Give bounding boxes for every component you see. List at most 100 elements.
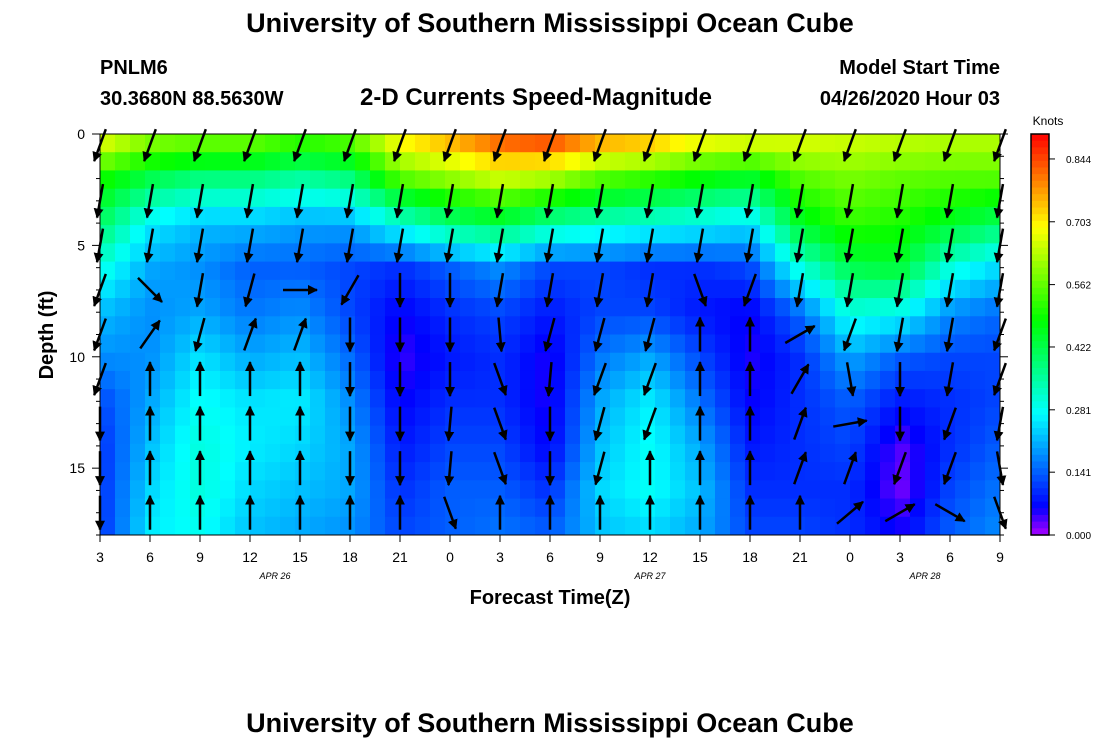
heatmap-cell bbox=[430, 298, 446, 317]
current-vector bbox=[793, 183, 805, 219]
current-vector bbox=[943, 183, 955, 219]
heatmap-cell bbox=[550, 188, 566, 208]
heatmap-cell bbox=[700, 188, 716, 208]
heatmap-cell bbox=[685, 261, 701, 281]
heatmap-cell bbox=[415, 298, 431, 317]
heatmap-cell bbox=[100, 279, 116, 299]
heatmap-cell bbox=[715, 243, 731, 263]
colorbar-segment bbox=[1031, 134, 1049, 142]
heatmap-cell bbox=[280, 206, 296, 226]
heatmap-cell bbox=[910, 462, 926, 481]
heatmap-cell bbox=[760, 279, 776, 299]
heatmap-cell bbox=[880, 370, 896, 390]
chart-subtitle: 2-D Currents Speed-Magnitude bbox=[360, 84, 713, 111]
current-vector bbox=[643, 317, 656, 352]
heatmap-cell bbox=[880, 261, 896, 281]
heatmap-cell bbox=[850, 462, 866, 481]
heatmap-cell bbox=[865, 334, 881, 354]
heatmap-cell bbox=[970, 352, 986, 372]
heatmap-cell bbox=[955, 443, 971, 463]
current-vector bbox=[943, 317, 955, 353]
heatmap-cell bbox=[610, 407, 626, 427]
y-tick-label: 0 bbox=[77, 126, 85, 142]
heatmap-cell bbox=[625, 407, 641, 427]
heatmap-cell bbox=[910, 334, 926, 354]
heatmap-cell bbox=[100, 498, 116, 518]
heatmap-cell bbox=[745, 352, 761, 372]
heatmap-cell bbox=[925, 206, 941, 226]
heatmap-cell bbox=[145, 516, 161, 535]
heatmap-cell bbox=[340, 352, 356, 372]
heatmap-cell bbox=[175, 316, 191, 336]
heatmap-cell bbox=[295, 516, 311, 535]
heatmap-cell bbox=[550, 462, 566, 481]
heatmap-cell bbox=[910, 425, 926, 445]
current-vector bbox=[544, 362, 555, 397]
axes: 0 5 10 15 3 6 9 12 15 18 21 0 3 6 9 12 15 18 21 0 3 6 9 APR 26 A… bbox=[69, 126, 1008, 581]
colorbar-segment bbox=[1031, 408, 1049, 416]
heatmap-cell bbox=[415, 243, 431, 263]
heatmap-cell bbox=[415, 370, 431, 390]
colorbar-segment bbox=[1031, 294, 1049, 302]
heatmap-cell bbox=[805, 389, 821, 409]
heatmap-cell bbox=[580, 516, 596, 535]
heatmap-cell bbox=[535, 516, 551, 535]
heatmap-cell bbox=[430, 316, 446, 336]
heatmap-cell bbox=[775, 480, 791, 500]
heatmap-cell bbox=[610, 170, 626, 190]
colorbar-segment bbox=[1031, 321, 1049, 329]
heatmap-cell bbox=[535, 170, 551, 190]
heatmap-cell bbox=[355, 516, 371, 535]
heatmap-cell bbox=[115, 261, 131, 281]
current-vector bbox=[143, 183, 155, 219]
heatmap-cell bbox=[145, 407, 161, 427]
heatmap-cell bbox=[610, 516, 626, 535]
heatmap-cell bbox=[835, 389, 851, 409]
heatmap-cell bbox=[175, 206, 191, 226]
heatmap-cell bbox=[985, 152, 1000, 172]
heatmap-cell bbox=[775, 261, 791, 281]
y-tick-label: 15 bbox=[69, 460, 85, 476]
colorbar-tick-label: 0.000 bbox=[1066, 531, 1091, 542]
heatmap-cell bbox=[385, 389, 401, 409]
x-tick-label: 21 bbox=[792, 549, 808, 565]
heatmap-cell bbox=[520, 462, 536, 481]
heatmap-cell bbox=[280, 389, 296, 409]
heatmap-cell bbox=[610, 225, 626, 244]
heatmap-cell bbox=[115, 279, 131, 299]
heatmap-cell bbox=[925, 443, 941, 463]
heatmap-cell bbox=[355, 206, 371, 226]
heatmap-cell bbox=[250, 480, 266, 500]
heatmap-cell bbox=[550, 389, 566, 409]
heatmap-cell bbox=[430, 443, 446, 463]
heatmap-cell bbox=[310, 225, 326, 244]
heatmap-cell bbox=[835, 370, 851, 390]
heatmap-cell bbox=[580, 279, 596, 299]
heatmap-cell bbox=[505, 316, 521, 336]
heatmap-cell bbox=[745, 462, 761, 481]
heatmap-cell bbox=[295, 425, 311, 445]
heatmap-cell bbox=[580, 134, 596, 153]
heatmap-cell bbox=[415, 152, 431, 172]
heatmap-cell bbox=[445, 370, 461, 390]
heatmap-cell bbox=[160, 480, 176, 500]
heatmap-cell bbox=[775, 443, 791, 463]
heatmap-cell bbox=[595, 170, 611, 190]
heatmap-cell bbox=[655, 352, 671, 372]
heatmap-cell bbox=[220, 170, 236, 190]
current-vector bbox=[743, 183, 755, 219]
heatmap-cell bbox=[385, 443, 401, 463]
colorbar-segment bbox=[1031, 200, 1049, 209]
heatmap-cell bbox=[955, 370, 971, 390]
heatmap-cell bbox=[250, 443, 266, 463]
heatmap-cell bbox=[130, 152, 146, 172]
heatmap-cell bbox=[565, 206, 581, 226]
heatmap-cell bbox=[370, 170, 386, 190]
heatmap-cell bbox=[925, 462, 941, 481]
heatmap-cell bbox=[475, 279, 491, 299]
heatmap-cell bbox=[145, 498, 161, 518]
heatmap-cell bbox=[820, 298, 836, 317]
heatmap-cell bbox=[205, 170, 221, 190]
colorbar-segment bbox=[1031, 421, 1049, 429]
heatmap-cell bbox=[130, 516, 146, 535]
